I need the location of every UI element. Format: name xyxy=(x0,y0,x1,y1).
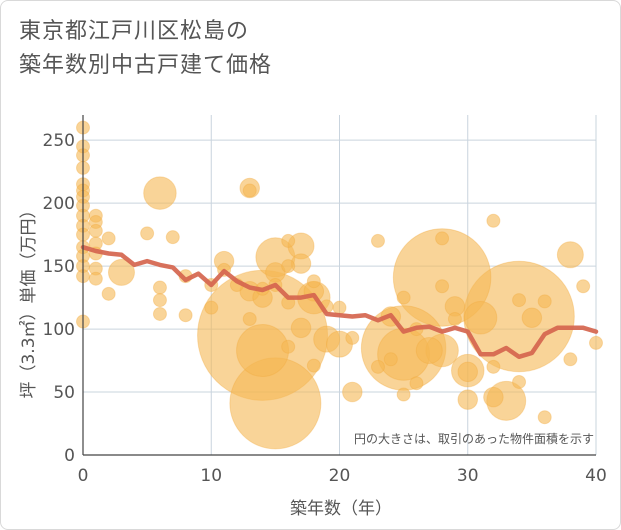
data-bubble xyxy=(107,258,135,286)
data-bubble xyxy=(463,300,498,335)
data-bubble xyxy=(415,336,443,364)
average-trend-line xyxy=(80,244,599,360)
data-bubble xyxy=(242,183,257,198)
data-bubble xyxy=(576,279,591,294)
data-bubble xyxy=(486,359,501,374)
bubble-size-note: 円の大きさは、取引のあった物件面積を示す xyxy=(354,431,594,446)
x-axis-label: 築年数（年） xyxy=(290,499,392,519)
data-bubble xyxy=(306,274,321,289)
data-bubble xyxy=(370,359,385,374)
x-tick-label: 10 xyxy=(200,466,222,486)
chart-title: 東京都江戸川区松島の 築年数別中古戸建て価格 xyxy=(19,15,272,83)
y-tick-label: 150 xyxy=(43,257,75,277)
x-tick-label: 30 xyxy=(457,466,479,486)
data-bubble xyxy=(152,293,167,308)
data-bubble xyxy=(435,279,450,294)
data-bubble xyxy=(483,386,504,408)
data-bubble xyxy=(457,361,478,383)
data-bubble xyxy=(521,307,543,328)
data-bubble xyxy=(486,213,501,228)
data-bubble xyxy=(152,306,167,321)
data-bubble xyxy=(332,300,347,315)
data-bubble xyxy=(370,233,385,248)
data-bubble xyxy=(396,387,411,402)
axes: 0 50 100 150 200 250 0 10 20 30 40 xyxy=(43,115,607,486)
data-bubble xyxy=(143,176,177,210)
data-bubble xyxy=(101,286,116,301)
data-bubble xyxy=(281,233,296,248)
data-bubble xyxy=(140,226,155,241)
data-bubble xyxy=(409,376,424,391)
data-bubble xyxy=(281,339,296,354)
data-bubble xyxy=(204,300,219,315)
data-bubble xyxy=(165,230,180,245)
data-bubble xyxy=(457,389,478,410)
data-bubble xyxy=(383,352,398,367)
data-bubble xyxy=(306,358,321,373)
data-bubble xyxy=(345,330,360,345)
data-bubble xyxy=(537,294,552,309)
data-bubble xyxy=(435,231,450,246)
data-bubble xyxy=(242,312,257,326)
data-bubble xyxy=(281,259,296,274)
x-tick-label: 20 xyxy=(329,466,351,486)
trend-series xyxy=(80,244,599,360)
data-bubble xyxy=(589,335,603,350)
y-tick-label: 200 xyxy=(43,194,75,214)
data-bubble xyxy=(290,317,312,339)
x-tick-label: 40 xyxy=(585,466,607,486)
chart-title-line-1: 東京都江戸川区松島の xyxy=(19,19,250,44)
y-tick-label: 0 xyxy=(64,446,75,466)
data-bubble xyxy=(396,290,411,305)
data-bubble xyxy=(178,308,193,323)
y-tick-label: 100 xyxy=(43,320,75,340)
data-bubble xyxy=(88,223,103,238)
data-bubble xyxy=(556,241,584,269)
data-bubble xyxy=(342,381,363,403)
data-bubble xyxy=(512,374,527,389)
y-axis-label: 坪（3.3㎡）単価（万円） xyxy=(19,201,39,398)
bubble-series xyxy=(76,120,603,450)
data-bubble xyxy=(88,271,103,286)
x-tick-label: 0 xyxy=(78,466,89,486)
data-bubble xyxy=(152,280,167,295)
y-tick-label: 250 xyxy=(43,131,75,151)
data-bubble xyxy=(101,231,116,246)
data-bubble xyxy=(392,228,492,327)
data-bubble xyxy=(236,323,290,377)
data-bubble xyxy=(537,410,552,425)
y-tick-label: 50 xyxy=(53,383,75,403)
chart-title-line-2: 築年数別中古戸建て価格 xyxy=(19,53,273,78)
data-bubble xyxy=(563,352,578,367)
data-bubble xyxy=(447,312,462,326)
data-bubble xyxy=(512,293,527,308)
